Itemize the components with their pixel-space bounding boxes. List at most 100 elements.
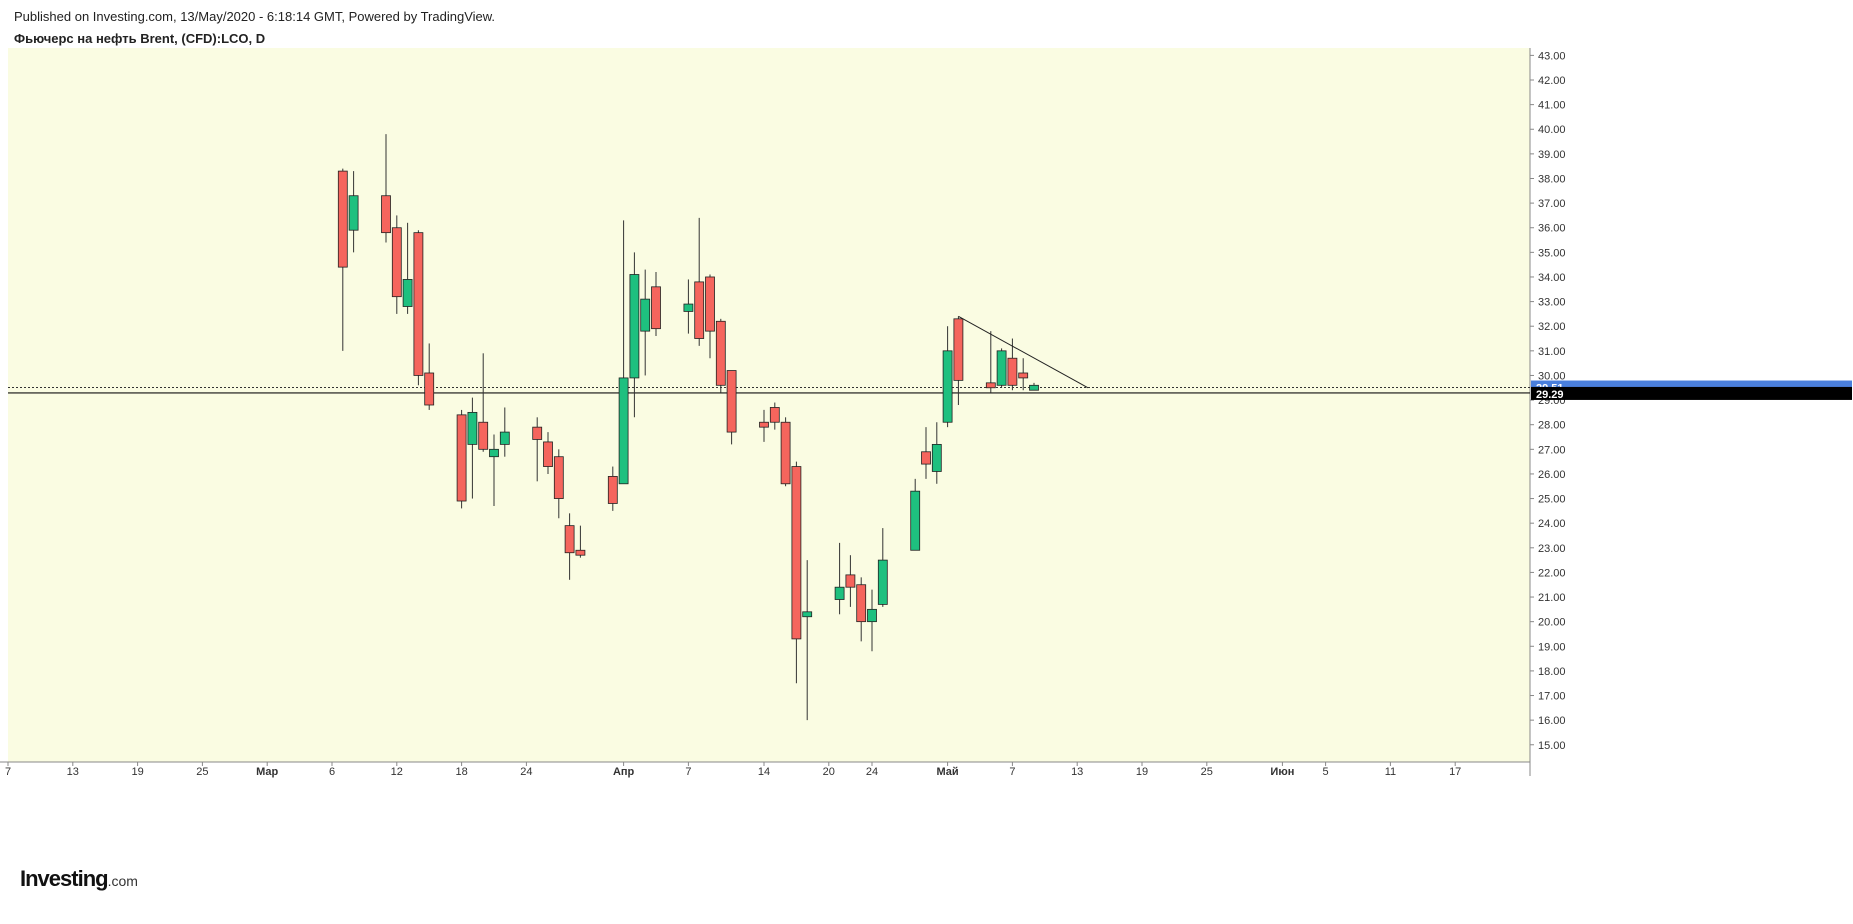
chart-title: Фьючерс на нефть Brent, (CFD):LCO, D xyxy=(14,31,266,46)
y-tick-label: 26.00 xyxy=(1538,469,1566,481)
x-tick-label: 7 xyxy=(5,766,11,778)
candle-body xyxy=(856,584,867,623)
chart-header: Published on Investing.com, 13/May/2020 … xyxy=(14,8,495,48)
y-tick-label: 30.00 xyxy=(1538,370,1566,382)
x-tick-label: 17 xyxy=(1449,766,1461,778)
candle-body xyxy=(791,466,802,640)
candle-body xyxy=(1018,372,1029,379)
y-tick-label: 36.00 xyxy=(1538,223,1566,235)
y-tick-label: 22.00 xyxy=(1538,567,1566,579)
candle-body xyxy=(337,170,348,268)
x-tick-label: 19 xyxy=(1136,766,1148,778)
candle-body xyxy=(867,608,877,623)
y-tick-label: 37.00 xyxy=(1538,198,1566,210)
x-tick-label: Июн xyxy=(1270,766,1294,778)
y-tick-label: 25.00 xyxy=(1538,494,1566,506)
x-tick-label: 7 xyxy=(685,766,691,778)
candle-body xyxy=(834,586,845,600)
candle-body xyxy=(985,382,996,389)
candle-body xyxy=(478,421,489,450)
candle-body xyxy=(575,549,586,556)
candle-body xyxy=(877,559,888,605)
y-tick-label: 40.00 xyxy=(1538,124,1566,136)
y-tick-label: 32.00 xyxy=(1538,321,1566,333)
x-tick-label: 6 xyxy=(329,766,335,778)
candle-body xyxy=(413,232,424,376)
y-tick-label: 21.00 xyxy=(1538,592,1566,604)
candle-body xyxy=(726,370,737,433)
x-tick-label: 7 xyxy=(1009,766,1015,778)
x-tick-label: 20 xyxy=(823,766,835,778)
candle-body xyxy=(996,350,1007,386)
y-tick-label: 33.00 xyxy=(1538,297,1566,309)
candle-body xyxy=(769,407,780,423)
y-tick-label: 31.00 xyxy=(1538,346,1566,358)
published-note: Published on Investing.com, 13/May/2020 … xyxy=(14,9,496,24)
y-tick-label: 39.00 xyxy=(1538,149,1566,161)
candle-body xyxy=(607,475,618,504)
candle-body xyxy=(683,303,694,312)
candle-body xyxy=(489,448,499,458)
x-tick-label: 5 xyxy=(1323,766,1329,778)
x-tick-label: 12 xyxy=(391,766,403,778)
y-tick-label: 15.00 xyxy=(1538,740,1566,752)
candle-body xyxy=(1007,357,1018,386)
candle-body xyxy=(705,276,715,332)
candle-body xyxy=(715,320,726,386)
candle-body xyxy=(694,281,705,339)
candle-body xyxy=(467,411,478,445)
x-tick-label: 25 xyxy=(196,766,208,778)
candle-body xyxy=(802,611,813,618)
y-tick-label: 16.00 xyxy=(1538,715,1566,727)
candle-body xyxy=(532,426,543,440)
y-tick-label: 23.00 xyxy=(1538,543,1566,555)
candle-body xyxy=(780,421,791,485)
candle-body xyxy=(953,318,964,381)
y-tick-label: 17.00 xyxy=(1538,691,1566,703)
x-tick-label: 19 xyxy=(131,766,143,778)
candle-body xyxy=(759,421,769,428)
candle-body xyxy=(381,195,391,234)
x-tick-label: 13 xyxy=(1071,766,1083,778)
x-tick-label: 18 xyxy=(455,766,467,778)
logo-wordmark: Investing xyxy=(20,866,109,891)
candle-body xyxy=(931,443,942,472)
y-tick-label: 43.00 xyxy=(1538,50,1566,62)
y-tick-label: 24.00 xyxy=(1538,518,1566,530)
investing-logo: Investing.com xyxy=(20,866,138,892)
y-tick-label: 27.00 xyxy=(1538,444,1566,456)
candle-body xyxy=(348,195,359,231)
y-tick-label: 34.00 xyxy=(1538,272,1566,284)
x-tick-label: 24 xyxy=(866,766,878,778)
candle-body xyxy=(651,286,661,330)
x-tick-label: 24 xyxy=(520,766,532,778)
candle-body xyxy=(629,274,640,379)
x-tick-label: 14 xyxy=(758,766,770,778)
candle-body xyxy=(1029,384,1039,391)
y-tick-label: 20.00 xyxy=(1538,617,1566,629)
y-tick-label: 28.00 xyxy=(1538,420,1566,432)
candle-body xyxy=(921,451,931,465)
candle-body xyxy=(391,227,402,298)
candle-body xyxy=(640,298,651,332)
ref-price-label: 29.29 xyxy=(1536,389,1564,401)
candle-body xyxy=(402,279,413,307)
y-tick-label: 42.00 xyxy=(1538,75,1566,87)
candle-body xyxy=(543,441,553,467)
x-tick-label: 25 xyxy=(1201,766,1213,778)
y-tick-label: 18.00 xyxy=(1538,666,1566,678)
ref-price-tag xyxy=(1531,386,1852,400)
x-tick-label: Май xyxy=(937,766,959,778)
x-tick-label: Мар xyxy=(256,766,278,778)
plot-area xyxy=(8,48,1530,762)
candle-body xyxy=(456,414,467,502)
y-tick-label: 19.00 xyxy=(1538,641,1566,653)
x-tick-label: 13 xyxy=(67,766,79,778)
y-tick-label: 38.00 xyxy=(1538,173,1566,185)
candle-body xyxy=(553,456,564,499)
y-tick-label: 35.00 xyxy=(1538,247,1566,259)
candle-body xyxy=(845,574,856,588)
candle-body xyxy=(564,525,575,554)
x-tick-label: Апр xyxy=(613,766,635,778)
